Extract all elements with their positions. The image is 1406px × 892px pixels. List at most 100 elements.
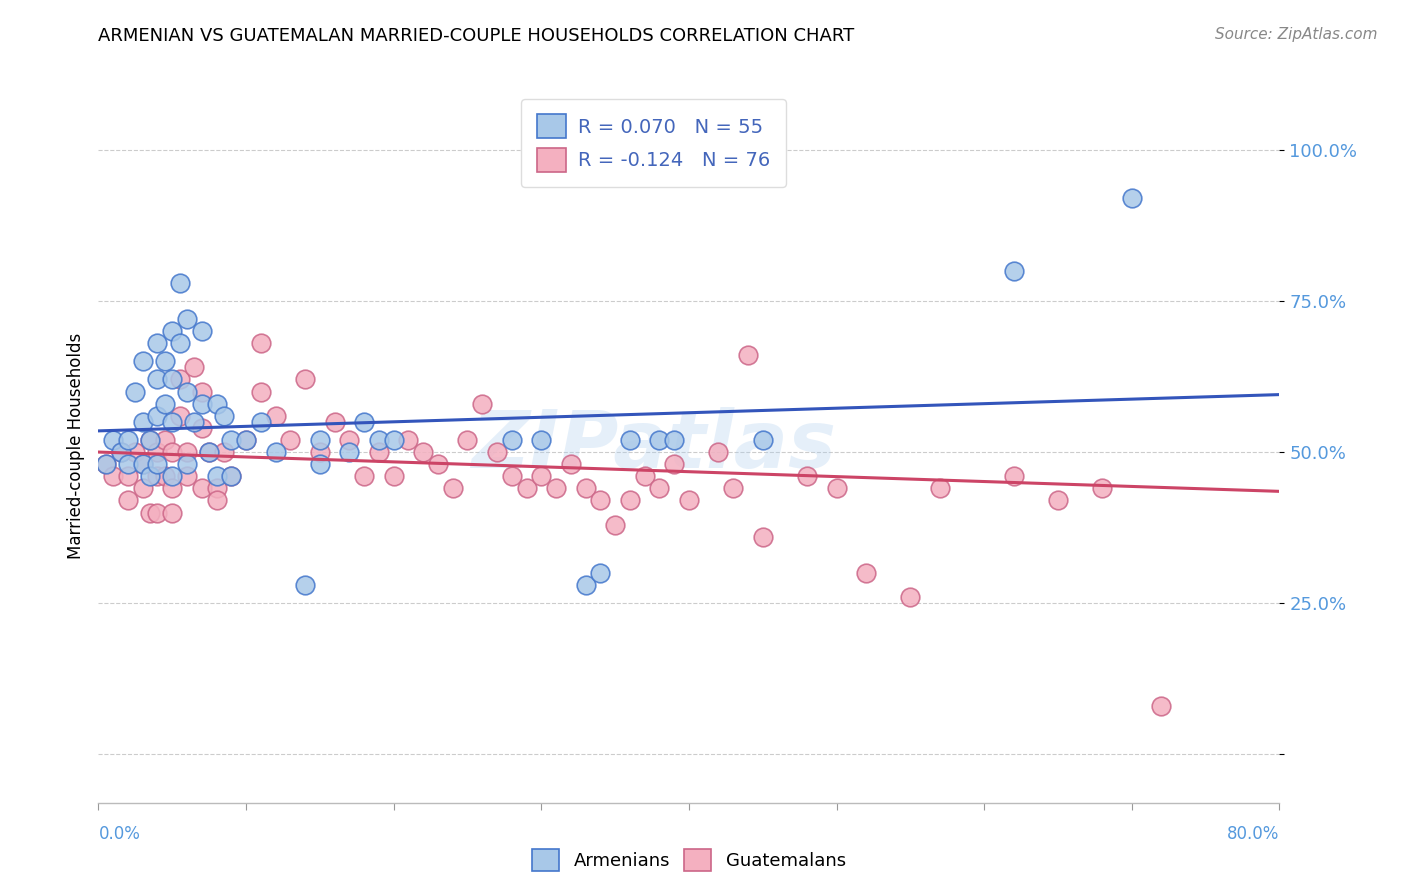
Text: ARMENIAN VS GUATEMALAN MARRIED-COUPLE HOUSEHOLDS CORRELATION CHART: ARMENIAN VS GUATEMALAN MARRIED-COUPLE HO… (98, 27, 855, 45)
Point (132, 354, 155, 368)
Point (153, 397, 176, 411)
Point (162, 481, 183, 495)
Point (219, 469, 242, 483)
Point (250, 415, 273, 429)
Point (162, 372, 183, 386)
Point (110, 445, 132, 459)
Point (191, 481, 214, 495)
Point (117, 433, 139, 447)
Point (294, 372, 316, 386)
Point (309, 433, 332, 447)
Point (132, 457, 155, 471)
Point (191, 324, 214, 338)
Point (560, 457, 582, 471)
Point (382, 469, 405, 483)
Point (124, 445, 146, 459)
Point (501, 469, 523, 483)
Point (169, 372, 191, 386)
Point (796, 469, 818, 483)
Point (153, 354, 176, 368)
Point (176, 457, 198, 471)
Point (1002, 469, 1025, 483)
Point (1121, 191, 1143, 205)
Point (278, 433, 302, 447)
Point (198, 445, 221, 459)
Point (721, 481, 744, 495)
Point (146, 457, 169, 471)
Point (153, 469, 176, 483)
Point (183, 360, 205, 375)
Point (94, 457, 117, 471)
Point (396, 433, 419, 447)
Point (169, 336, 191, 351)
Point (219, 469, 242, 483)
Point (309, 445, 332, 459)
Point (198, 445, 221, 459)
Text: ZIPatlas: ZIPatlas (471, 407, 837, 485)
Point (1046, 493, 1069, 508)
Point (264, 409, 287, 423)
Point (900, 590, 922, 604)
Point (486, 445, 509, 459)
Point (205, 397, 228, 411)
Point (633, 469, 655, 483)
Point (574, 481, 596, 495)
Point (176, 384, 198, 399)
Point (855, 566, 877, 580)
Point (162, 506, 183, 520)
Point (139, 433, 162, 447)
Point (176, 469, 198, 483)
Text: 0.0%: 0.0% (98, 825, 141, 843)
Point (664, 457, 686, 471)
Point (162, 445, 183, 459)
Point (169, 409, 191, 423)
Point (648, 433, 671, 447)
Point (707, 445, 730, 459)
Point (530, 433, 553, 447)
Point (146, 409, 169, 423)
Legend: R = 0.070   N = 55, R = -0.124   N = 76: R = 0.070 N = 55, R = -0.124 N = 76 (522, 99, 786, 187)
Point (337, 433, 360, 447)
Point (751, 530, 773, 544)
Point (309, 457, 332, 471)
Point (619, 433, 641, 447)
Point (574, 578, 596, 592)
Point (162, 324, 183, 338)
Point (176, 312, 198, 326)
Point (589, 566, 612, 580)
Point (139, 433, 162, 447)
Point (235, 433, 257, 447)
Point (471, 397, 494, 411)
Legend: Armenians, Guatemalans: Armenians, Guatemalans (524, 842, 853, 879)
Point (368, 433, 391, 447)
Point (544, 481, 567, 495)
Y-axis label: Married-couple Households: Married-couple Households (66, 333, 84, 559)
Point (139, 469, 162, 483)
Point (124, 384, 146, 399)
Point (146, 445, 169, 459)
Point (427, 457, 450, 471)
Point (441, 481, 464, 495)
Point (205, 481, 228, 495)
Point (191, 384, 214, 399)
Point (146, 469, 169, 483)
Point (589, 493, 612, 508)
Point (1091, 481, 1114, 495)
Point (368, 445, 391, 459)
Point (648, 481, 671, 495)
Point (737, 348, 759, 362)
Point (94, 457, 117, 471)
Point (928, 481, 950, 495)
Point (412, 445, 434, 459)
Point (219, 433, 242, 447)
Point (294, 578, 316, 592)
Point (117, 493, 139, 508)
Text: 80.0%: 80.0% (1227, 825, 1279, 843)
Point (456, 433, 478, 447)
Point (605, 517, 627, 532)
Point (205, 493, 228, 508)
Point (191, 421, 214, 435)
Point (191, 397, 214, 411)
Point (337, 445, 360, 459)
Point (678, 493, 700, 508)
